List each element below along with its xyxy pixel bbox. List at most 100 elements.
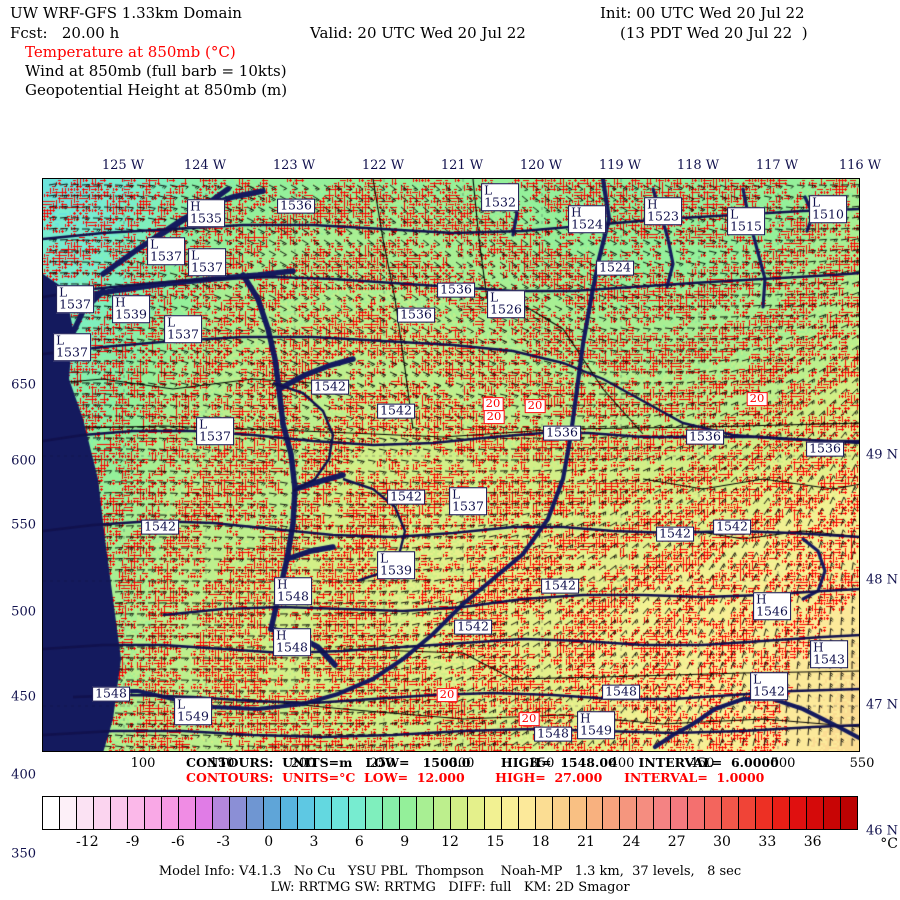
colorbar-unit-label: °C: [880, 836, 898, 852]
lon-tick-label: 119 W: [598, 158, 642, 173]
colorbar-tick: 24: [622, 834, 641, 850]
colorbar-tick: 6: [354, 834, 364, 850]
temp-contour-label: 20: [436, 688, 458, 702]
pressure-center-high: H 1548: [273, 628, 311, 656]
colorbar-cell: [127, 797, 145, 829]
grid-x-tick-label: 400: [609, 756, 635, 771]
center-marker: L: [167, 315, 176, 330]
center-marker: L: [191, 248, 200, 263]
colorbar-cell: [773, 797, 791, 829]
colorbar-cell: [365, 797, 383, 829]
lat-tick-label: 48 N: [866, 572, 899, 588]
center-marker: L: [490, 290, 499, 305]
lat-tick-label: 47 N: [866, 697, 899, 713]
colorbar-cell: [654, 797, 672, 829]
center-marker: L: [59, 285, 68, 300]
center-marker: H: [115, 295, 126, 310]
height-contour-label: 1548: [92, 686, 130, 702]
field-label-wind: Wind at 850mb (full barb = 10kts): [25, 62, 287, 80]
colorbar-cell: [382, 797, 400, 829]
pressure-center-low: L 1542: [750, 672, 788, 700]
colorbar-cell: [467, 797, 485, 829]
lon-tick-label: 118 W: [676, 158, 720, 173]
center-marker: L: [150, 237, 159, 252]
colorbar-tick: 3: [309, 834, 319, 850]
lat-tick-label: 46 N: [866, 823, 899, 839]
init-time: Init: 00 UTC Wed 20 Jul 22: [600, 4, 805, 22]
pressure-center-low: L 1537: [56, 285, 94, 313]
pressure-center-low: L 1549: [174, 697, 212, 725]
grid-x-tick-label: 300: [449, 756, 475, 771]
colorbar-cell: [535, 797, 553, 829]
colorbar-cell: [110, 797, 128, 829]
center-marker: H: [571, 205, 582, 220]
colorbar: [42, 796, 858, 830]
grid-y-tick-label: 350: [11, 846, 36, 862]
valid-time: Valid: 20 UTC Wed 20 Jul 22: [310, 24, 526, 42]
grid-x-tick-label: 200: [290, 756, 316, 771]
lon-tick-label: 121 W: [440, 158, 484, 173]
lon-tick-label: 125 W: [101, 158, 145, 173]
lon-tick-label: 120 W: [519, 158, 563, 173]
lon-tick-label: 124 W: [183, 158, 227, 173]
center-marker: H: [277, 577, 288, 592]
temp-contour-label: 20: [746, 392, 768, 406]
pressure-center-low: L 1537: [147, 237, 185, 265]
temp-contour-label: 20: [524, 399, 546, 413]
colorbar-tick: 30: [713, 834, 731, 850]
pressure-center-low: L 1532: [481, 183, 519, 211]
center-value: 1549: [580, 722, 612, 738]
center-marker: L: [199, 417, 208, 432]
model-info-line-2: LW: RRTMG SW: RRTMG DIFF: full KM: 2D Sm…: [270, 880, 630, 895]
colorbar-cell: [637, 797, 655, 829]
pressure-center-low: L 1510: [809, 195, 847, 223]
field-label-temperature: Temperature at 850mb (°C): [25, 43, 236, 61]
center-value: 1548: [277, 588, 309, 604]
center-value: 1539: [380, 562, 412, 578]
center-value: 1537: [59, 296, 91, 312]
pressure-center-high: H 1546: [753, 592, 791, 620]
colorbar-tick: -12: [76, 834, 99, 850]
height-contour-label: 1536: [437, 282, 475, 298]
center-value: 1523: [647, 208, 679, 224]
center-value: 1546: [756, 603, 788, 619]
lon-tick-label: 116 W: [838, 158, 882, 173]
grid-x-tick-label: 450: [689, 756, 715, 771]
colorbar-cell: [603, 797, 621, 829]
colorbar-cell: [144, 797, 162, 829]
height-contour-label: 1542: [454, 619, 492, 635]
center-marker: L: [56, 333, 65, 348]
colorbar-tick: 18: [531, 834, 550, 850]
temp-contour-label: 20: [483, 410, 505, 424]
grid-y-tick-label: 400: [11, 767, 36, 783]
grid-x-tick-label: 350: [529, 756, 555, 771]
contour-info-temperature: CONTOURS: UNITS=°C LOW= 12.000 HIGH= 27.…: [186, 770, 765, 785]
colorbar-cell: [280, 797, 298, 829]
height-contour-label: 1536: [277, 198, 315, 214]
colorbar-tick: 21: [577, 834, 595, 850]
colorbar-tick: 9: [400, 834, 410, 850]
colorbar-cell: [263, 797, 281, 829]
center-marker: L: [177, 697, 186, 712]
center-value: 1535: [190, 210, 222, 226]
colorbar-cell: [671, 797, 689, 829]
colorbar-cell: [399, 797, 417, 829]
center-value: 1549: [177, 708, 209, 724]
center-marker: L: [730, 207, 739, 222]
center-value: 1537: [167, 326, 199, 342]
center-value: 1542: [753, 683, 785, 699]
grid-x-tick-label: 100: [130, 756, 156, 771]
colorbar-tick: 15: [486, 834, 505, 850]
pressure-center-low: L 1537: [449, 487, 487, 515]
weather-map-canvas: [43, 179, 859, 751]
map-plot-area[interactable]: 1536 1536 1536 1524 1542 1542 1536 1536 1536 1542…: [42, 178, 860, 752]
colorbar-cell: [331, 797, 349, 829]
center-marker: L: [452, 487, 461, 502]
lon-tick-label: 122 W: [361, 158, 405, 173]
height-contour-label: 1542: [656, 526, 694, 542]
pressure-center-low: L 1537: [164, 315, 202, 343]
colorbar-tick: 33: [758, 834, 777, 850]
center-marker: L: [484, 183, 493, 198]
grid-y-tick-label: 450: [11, 689, 36, 705]
pressure-center-low: L 1537: [196, 417, 234, 445]
